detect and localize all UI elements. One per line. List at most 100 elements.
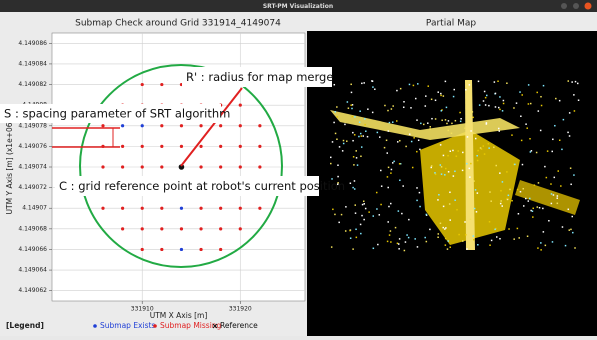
cloud-point [539, 207, 541, 209]
cloud-point [476, 155, 478, 157]
data-point [101, 124, 104, 127]
cloud-point [368, 211, 370, 213]
cloud-point [452, 150, 454, 152]
y-tick-label: 4.149064 [18, 267, 47, 274]
cloud-point [537, 206, 539, 208]
cloud-point [360, 156, 362, 158]
cloud-point [532, 210, 534, 212]
y-tick-label: 4.149084 [18, 60, 47, 67]
cloud-point [543, 85, 545, 87]
cloud-point [548, 220, 550, 222]
cloud-point [351, 108, 353, 110]
cloud-point [388, 206, 390, 208]
cloud-point [495, 93, 497, 95]
cloud-point [424, 237, 426, 239]
cloud-point [390, 230, 392, 232]
cloud-point [454, 171, 456, 173]
cloud-point [380, 170, 382, 172]
cloud-point [453, 96, 455, 98]
cloud-point [364, 118, 366, 120]
cloud-point [355, 204, 357, 206]
cloud-point [438, 233, 440, 235]
cloud-point [361, 215, 363, 217]
cloud-point [516, 102, 518, 104]
cloud-point [352, 248, 354, 250]
cloud-point [376, 192, 378, 194]
y-tick-label: 4.149062 [18, 287, 47, 294]
cloud-point [529, 198, 531, 200]
cloud-point [469, 168, 471, 170]
cloud-point [396, 120, 398, 122]
data-point [219, 165, 222, 168]
annotation: C : grid reference point at robot's curr… [59, 179, 345, 193]
data-point [199, 145, 202, 148]
cloud-point [405, 241, 407, 243]
cloud-point [485, 104, 487, 106]
cloud-point [409, 133, 411, 135]
cloud-point [336, 138, 338, 140]
cloud-point [334, 84, 336, 86]
data-point [101, 207, 104, 210]
legend-marker [153, 324, 157, 328]
y-tick-label: 4.149066 [18, 246, 47, 253]
cloud-point [554, 177, 556, 179]
cloud-point [571, 81, 573, 83]
cloud-point [441, 120, 443, 122]
cloud-point [384, 147, 386, 149]
cloud-point [412, 167, 414, 169]
cloud-point [495, 106, 497, 108]
cloud-point [478, 81, 480, 83]
data-point [180, 227, 183, 230]
cloud-point [349, 230, 351, 232]
cloud-point [543, 231, 545, 233]
cloud-point [362, 135, 364, 137]
cloud-point [444, 174, 446, 176]
cloud-point [503, 103, 505, 105]
cloud-point [431, 99, 433, 101]
cloud-point [365, 208, 367, 210]
cloud-point [342, 150, 344, 152]
cloud-point [414, 238, 416, 240]
cloud-point [402, 185, 404, 187]
cloud-point [536, 152, 538, 154]
cloud-point [373, 215, 375, 217]
map-title: Partial Map [426, 19, 476, 29]
cloud-point [435, 174, 437, 176]
cloud-point [335, 111, 337, 113]
cloud-point [449, 203, 451, 205]
cloud-point [529, 138, 531, 140]
cloud-point [464, 127, 466, 129]
cloud-point [426, 241, 428, 243]
cloud-point [360, 224, 362, 226]
cloud-point [501, 205, 503, 207]
close-button[interactable] [585, 3, 592, 10]
annotation: R' : radius for map merge [186, 70, 333, 84]
data-point [101, 165, 104, 168]
cloud-point [499, 172, 501, 174]
cloud-point [431, 167, 433, 169]
cloud-point [352, 132, 354, 134]
cloud-point [465, 89, 467, 91]
data-point [141, 124, 144, 127]
cloud-point [462, 170, 464, 172]
cloud-point [519, 91, 521, 93]
minimize-button[interactable] [561, 3, 567, 9]
cloud-point [415, 98, 417, 100]
cloud-point [456, 155, 458, 157]
cloud-point [355, 212, 357, 214]
cloud-point [380, 204, 382, 206]
data-point [199, 248, 202, 251]
cloud-point [464, 221, 466, 223]
data-point [258, 124, 261, 127]
cloud-point [474, 208, 476, 210]
y-tick-label: 4.149068 [18, 225, 47, 232]
cloud-point [367, 108, 369, 110]
cloud-point [473, 239, 475, 241]
maximize-button[interactable] [573, 3, 579, 9]
cloud-point [540, 249, 542, 251]
cloud-point [354, 180, 356, 182]
cloud-point [377, 244, 379, 246]
cloud-point [449, 192, 451, 194]
data-point [219, 227, 222, 230]
data-point [219, 145, 222, 148]
